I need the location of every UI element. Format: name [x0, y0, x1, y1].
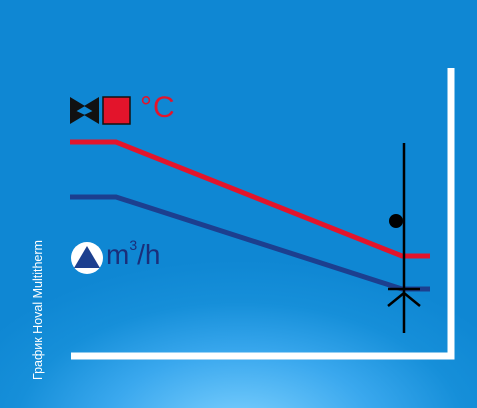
sensor-dot-icon	[389, 214, 403, 228]
operating-point-marker-icon	[387, 287, 421, 307]
flow-unit-label: m3/h	[106, 238, 160, 269]
valve-with-red-square-icon	[70, 96, 131, 125]
axes-frame	[71, 68, 455, 360]
flow-unit-base: m	[106, 239, 130, 270]
vertical-caption: График Hoval Multitherm	[31, 240, 45, 380]
flow-unit-superscript: 3	[129, 237, 138, 253]
flow-unit-rest: /h	[137, 239, 161, 270]
pump-triangle-circle-icon	[71, 242, 103, 274]
temperature-unit-label: °C	[140, 91, 176, 124]
temperature-curve	[70, 139, 430, 259]
